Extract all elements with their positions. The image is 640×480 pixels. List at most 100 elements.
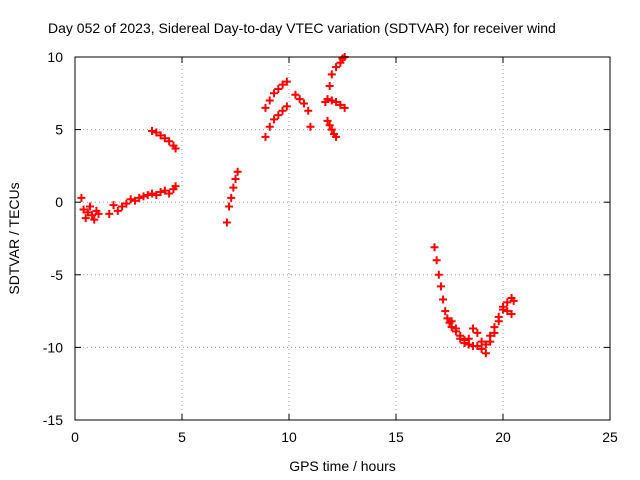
data-point (77, 193, 86, 202)
series-seg10 (323, 116, 341, 141)
data-point (118, 202, 127, 211)
series-seg9 (323, 95, 349, 112)
data-point (152, 190, 161, 199)
data-point (265, 122, 274, 131)
data-point (443, 314, 452, 323)
data-point (165, 189, 174, 198)
data-point (325, 82, 334, 91)
data-point (79, 205, 88, 214)
data-point (490, 323, 499, 332)
y-tick-label: -5 (51, 267, 64, 283)
data-point (143, 190, 152, 199)
y-tick-label: -10 (43, 339, 63, 355)
data-point (90, 215, 99, 224)
data-point (441, 307, 450, 316)
data-point (499, 302, 507, 311)
data-point (460, 339, 469, 348)
data-point (282, 77, 291, 86)
data-point (265, 96, 274, 105)
data-point (160, 186, 169, 195)
data-point (233, 167, 242, 176)
chart-title: Day 052 of 2023, Sidereal Day-to-day VTE… (48, 20, 556, 36)
data-point (156, 131, 165, 140)
y-tick-label: -15 (43, 412, 63, 428)
data-point (229, 183, 238, 192)
data-point (436, 282, 445, 291)
data-point (152, 128, 161, 137)
data-point (432, 256, 441, 265)
data-point (323, 116, 332, 125)
data-point (469, 324, 478, 333)
series-seg3 (148, 127, 180, 153)
data-point (261, 132, 270, 141)
x-tick-label: 5 (178, 429, 186, 445)
data-point (473, 328, 482, 337)
data-point (278, 106, 287, 115)
data-point (494, 312, 503, 321)
data-point (481, 349, 490, 358)
data-point (171, 182, 180, 191)
data-point (336, 58, 345, 67)
data-point (477, 337, 486, 346)
data-point (336, 100, 345, 109)
y-tick-label: 5 (55, 122, 63, 138)
data-point (304, 106, 313, 115)
data-point (231, 174, 240, 183)
x-tick-label: 10 (281, 429, 297, 445)
data-point (274, 84, 283, 93)
series-seg7 (291, 90, 315, 131)
data-point (430, 243, 439, 252)
series-seg12 (447, 302, 516, 353)
data-point (278, 80, 287, 89)
data-point (323, 95, 332, 104)
data-point (439, 295, 448, 304)
data-point (503, 298, 512, 307)
series-seg8 (321, 53, 349, 107)
data-point (327, 70, 336, 79)
series-seg1 (77, 193, 103, 224)
data-point (282, 102, 291, 111)
data-point (88, 211, 97, 220)
data-point (139, 192, 148, 201)
x-tick-label: 25 (602, 429, 618, 445)
data-point (148, 127, 157, 136)
data-point (81, 214, 90, 223)
data-point (451, 324, 460, 333)
data-point (447, 317, 456, 326)
data-point (165, 137, 174, 146)
data-point (227, 193, 236, 202)
data-point (270, 115, 279, 124)
data-point (261, 103, 270, 112)
series-seg4 (222, 167, 242, 227)
y-tick-label: 0 (55, 194, 63, 210)
data-point (332, 63, 341, 72)
y-axis-title: SDTVAR / TECUs (6, 182, 22, 294)
axis-ticks: 0 5 10 15 20 25 -15 -10 -5 0 5 10 (43, 49, 618, 445)
data-point (481, 340, 490, 349)
data-point (306, 122, 315, 131)
data-point (327, 125, 336, 134)
data-point (109, 201, 118, 210)
data-point (83, 208, 92, 217)
data-point (325, 121, 334, 130)
series-seg5 (261, 77, 291, 112)
x-tick-label: 20 (495, 429, 511, 445)
data-point (299, 99, 308, 108)
data-point (94, 209, 103, 218)
data-point (225, 202, 234, 211)
data-point (85, 202, 94, 211)
data-point (486, 331, 495, 340)
series-seg6 (261, 102, 291, 141)
data-point (126, 195, 135, 204)
data-point (270, 89, 279, 98)
data-point (105, 209, 114, 218)
data-point (503, 307, 512, 316)
data-points (77, 53, 518, 358)
data-point (295, 95, 304, 104)
data-point (477, 344, 486, 353)
series-seg2 (105, 182, 180, 218)
plot-frame (74, 56, 611, 421)
data-point (464, 340, 473, 349)
